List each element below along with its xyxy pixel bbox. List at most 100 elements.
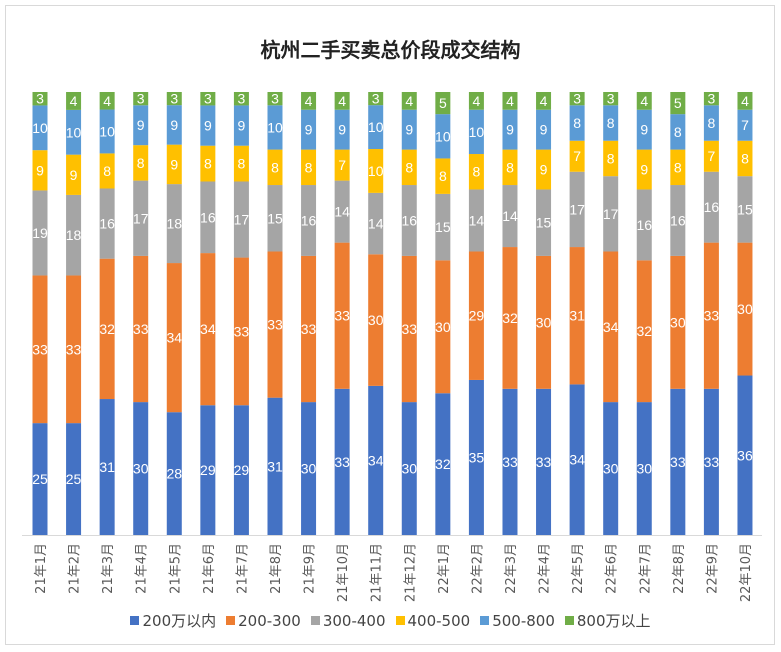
bar-segment [233, 405, 249, 535]
bar-segment [435, 260, 451, 394]
data-label: 4 [305, 93, 313, 109]
bar-segment [267, 149, 283, 186]
bar-segment [133, 145, 149, 181]
bar-segment [502, 388, 518, 535]
data-label: 10 [435, 128, 451, 144]
bar-segment [334, 242, 350, 389]
bar-segment [536, 109, 552, 150]
data-label: 15 [536, 215, 552, 231]
data-label: 14 [502, 208, 518, 224]
bar-segment [133, 255, 149, 403]
bar-segment [569, 247, 585, 385]
bar-segment [200, 405, 216, 535]
data-label: 36 [737, 447, 753, 463]
data-label: 5 [674, 95, 682, 111]
x-tick-label: 21年10月 [336, 543, 351, 602]
bar-segment [737, 140, 753, 177]
x-tick-label: 22年6月 [605, 543, 620, 594]
bar-segment [32, 190, 48, 276]
bar-segment [401, 185, 417, 256]
bar-segment [603, 105, 619, 141]
x-tick-label: 21年2月 [68, 543, 83, 594]
data-label: 4 [506, 93, 514, 109]
data-label: 33 [704, 308, 720, 324]
data-label: 4 [405, 93, 413, 109]
data-label: 17 [234, 212, 250, 228]
data-label: 14 [368, 216, 384, 232]
bar-segment [569, 384, 585, 535]
data-label: 18 [66, 227, 82, 243]
data-label: 9 [405, 122, 413, 138]
data-label: 33 [502, 454, 518, 470]
data-label: 16 [200, 209, 216, 225]
bar-segment [99, 399, 115, 535]
bar-segment [636, 402, 652, 535]
bar-segment [502, 185, 518, 248]
data-label: 32 [636, 323, 652, 339]
data-label: 9 [36, 162, 44, 178]
x-tick-label: 21年4月 [135, 543, 150, 594]
bar-segment [200, 181, 216, 254]
bar-segment [569, 105, 585, 141]
data-label: 31 [267, 458, 283, 474]
data-label: 33 [133, 321, 149, 337]
bar-segment [267, 185, 283, 252]
data-label: 32 [435, 456, 451, 472]
bar-segment [166, 184, 182, 264]
legend-item: 500-800 [480, 610, 555, 631]
data-label: 3 [238, 91, 246, 107]
bar-segment [737, 109, 753, 141]
bar-segment [569, 140, 585, 172]
data-label: 4 [70, 93, 78, 109]
data-label: 7 [708, 148, 716, 164]
data-label: 19 [32, 225, 48, 241]
data-label: 8 [607, 115, 615, 131]
data-label: 10 [267, 119, 283, 135]
x-tick-label: 22年7月 [638, 543, 653, 594]
bar-segment [368, 105, 384, 150]
bar-segment [133, 92, 149, 106]
bar-segment [334, 388, 350, 535]
x-tick-label: 21年12月 [403, 543, 418, 602]
bar-segment [32, 92, 48, 106]
bar-segment [468, 251, 484, 380]
bar-segment [401, 149, 417, 186]
bar-segment [32, 150, 48, 191]
bar-segment [166, 412, 182, 535]
bar-segment [536, 255, 552, 389]
data-label: 5 [439, 95, 447, 111]
bar-segment [670, 114, 686, 150]
legend-label: 200万以内 [142, 612, 217, 630]
bar-segment [301, 149, 317, 186]
legend-label: 800万以上 [576, 612, 651, 630]
data-label: 30 [368, 312, 384, 328]
data-label: 33 [401, 321, 417, 337]
legend-item: 200-300 [226, 610, 301, 631]
data-label: 33 [704, 454, 720, 470]
data-label: 8 [674, 124, 682, 140]
bar-segment [569, 171, 585, 248]
bar-segment [603, 176, 619, 252]
data-label: 4 [640, 93, 648, 109]
data-label: 8 [405, 159, 413, 175]
data-label: 29 [469, 308, 485, 324]
bar-segment [670, 149, 686, 186]
data-label: 8 [103, 163, 111, 179]
bar-segment [368, 92, 384, 106]
bar-segment [502, 247, 518, 389]
data-label: 33 [234, 323, 250, 339]
data-label: 16 [636, 217, 652, 233]
data-label: 33 [334, 308, 350, 324]
bar-segment [737, 176, 753, 243]
bar-segment [267, 105, 283, 150]
legend-swatch [480, 616, 490, 625]
data-label: 10 [368, 163, 384, 179]
data-label: 9 [506, 122, 514, 138]
bar-segment [334, 109, 350, 150]
data-label: 3 [204, 91, 212, 107]
bar-segment [301, 109, 317, 150]
bar-segment [99, 258, 115, 400]
data-label: 17 [133, 210, 149, 226]
data-label: 8 [573, 115, 581, 131]
bar-segment [401, 92, 417, 110]
